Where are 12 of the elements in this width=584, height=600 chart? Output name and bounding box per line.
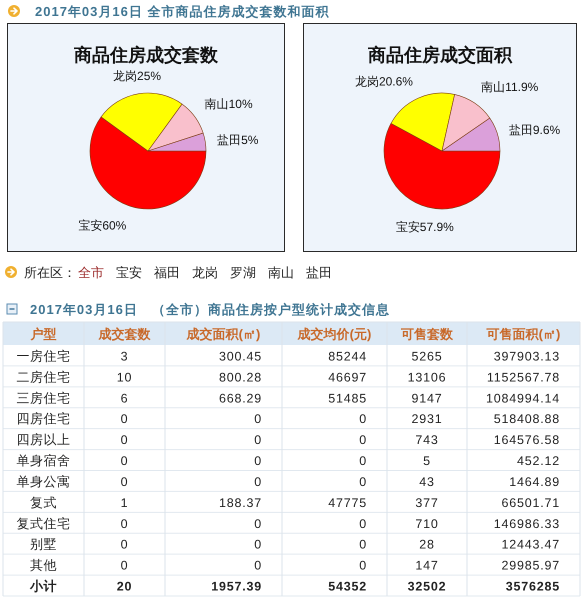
annotation: 全市 [78, 265, 104, 280]
heading: 2017年03月16日 全市商品住房成交套数和面积 [35, 4, 330, 19]
title: 商品住房成交套数 [74, 45, 218, 65]
annotation: 所在区： [24, 265, 76, 280]
annotation: 盐田 [306, 265, 332, 280]
annotation: 龙岗 [192, 265, 218, 280]
title: 2017年03月16日 （全市）商品住房按户型统计成交信息 [30, 302, 390, 317]
annotation: 南山 [268, 265, 294, 280]
annotation: 罗湖 [230, 265, 256, 280]
annotation: 宝安 [116, 265, 142, 280]
annotation: 福田 [154, 265, 180, 280]
title: 商品住房成交面积 [368, 45, 512, 65]
